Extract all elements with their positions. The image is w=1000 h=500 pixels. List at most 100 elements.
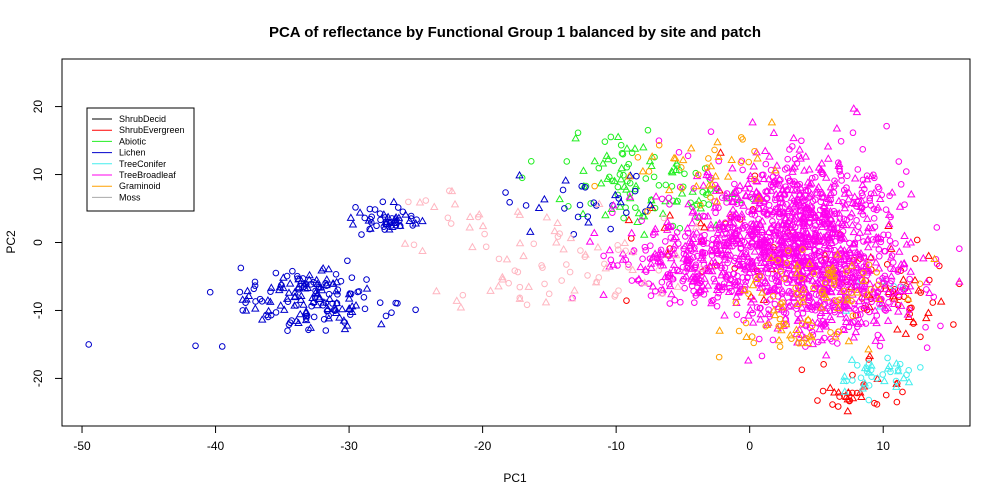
data-point <box>785 204 794 212</box>
data-point <box>685 259 693 266</box>
data-point <box>785 330 795 339</box>
data-point <box>841 317 851 325</box>
data-point <box>769 229 779 237</box>
data-point <box>778 290 786 298</box>
data-point <box>554 233 562 240</box>
data-point <box>703 281 713 289</box>
data-point <box>854 251 862 259</box>
data-point <box>852 288 862 296</box>
data-point <box>694 196 704 204</box>
chart-title: PCA of reflectance by Functional Group 1… <box>269 24 761 41</box>
data-point <box>331 307 339 315</box>
data-point <box>808 306 816 313</box>
data-point <box>770 250 779 258</box>
data-point <box>862 260 870 268</box>
data-point <box>698 269 706 276</box>
data-point <box>764 174 773 183</box>
data-point <box>766 253 776 262</box>
data-point <box>323 307 331 315</box>
data-point <box>628 277 636 284</box>
data-point <box>786 302 794 309</box>
data-point <box>337 304 347 313</box>
data-point <box>728 235 736 243</box>
data-point <box>691 222 701 230</box>
data-point <box>782 225 789 232</box>
data-point <box>206 288 214 296</box>
x-tick-label: -30 <box>340 439 358 453</box>
data-point <box>574 129 582 137</box>
data-point <box>822 249 829 257</box>
data-point <box>594 199 604 208</box>
data-point <box>815 297 825 305</box>
data-point <box>816 231 825 239</box>
data-point <box>728 205 738 213</box>
legend-item-label: TreeConifer <box>119 159 166 169</box>
data-point <box>647 152 657 160</box>
data-point <box>376 210 384 217</box>
data-point <box>683 224 692 232</box>
data-point <box>516 294 524 302</box>
data-point <box>788 335 795 342</box>
data-point <box>634 208 644 217</box>
data-point <box>788 208 797 216</box>
data-point <box>868 373 875 381</box>
data-point <box>756 273 764 280</box>
data-point <box>798 366 806 374</box>
data-point <box>748 263 756 271</box>
data-point <box>795 190 804 198</box>
data-point <box>851 305 858 312</box>
data-point <box>760 146 770 155</box>
data-point <box>715 289 722 297</box>
data-point <box>615 287 622 294</box>
data-point <box>955 277 964 285</box>
legend-item-label: Abiotic <box>119 136 147 146</box>
data-point <box>723 190 731 197</box>
data-point <box>803 315 813 323</box>
data-point <box>820 239 828 246</box>
data-point <box>707 194 714 201</box>
data-point <box>244 291 254 299</box>
data-point <box>660 214 668 222</box>
data-point <box>415 198 425 206</box>
data-point <box>325 294 335 302</box>
data-point <box>752 273 759 281</box>
data-point <box>642 268 650 275</box>
data-point <box>808 276 817 284</box>
data-point <box>310 313 318 321</box>
data-point <box>877 235 885 243</box>
data-point <box>850 199 860 207</box>
data-point <box>869 316 879 324</box>
data-point <box>896 286 905 295</box>
data-point <box>865 356 873 363</box>
data-point <box>775 236 785 245</box>
data-point <box>647 292 655 299</box>
data-point <box>290 301 299 309</box>
data-point <box>687 255 694 263</box>
data-point <box>636 262 645 271</box>
data-point <box>792 242 799 249</box>
data-point <box>884 231 892 239</box>
data-point <box>555 194 564 203</box>
data-point <box>657 288 666 297</box>
data-point <box>339 316 349 324</box>
data-point <box>713 228 723 236</box>
data-point <box>804 235 813 243</box>
x-tick-label: 10 <box>877 439 891 453</box>
data-point <box>344 289 354 298</box>
data-point <box>745 158 752 166</box>
data-point <box>826 222 836 230</box>
data-point <box>344 304 354 312</box>
data-point <box>902 168 910 175</box>
data-point <box>801 205 809 213</box>
data-point <box>718 267 727 276</box>
data-point <box>807 211 815 219</box>
data-point <box>788 167 797 175</box>
data-point <box>781 166 789 173</box>
data-point <box>859 301 869 309</box>
data-point <box>355 208 365 216</box>
data-point <box>617 141 625 149</box>
data-point <box>838 277 847 286</box>
data-point <box>917 364 924 371</box>
data-point <box>888 252 896 259</box>
